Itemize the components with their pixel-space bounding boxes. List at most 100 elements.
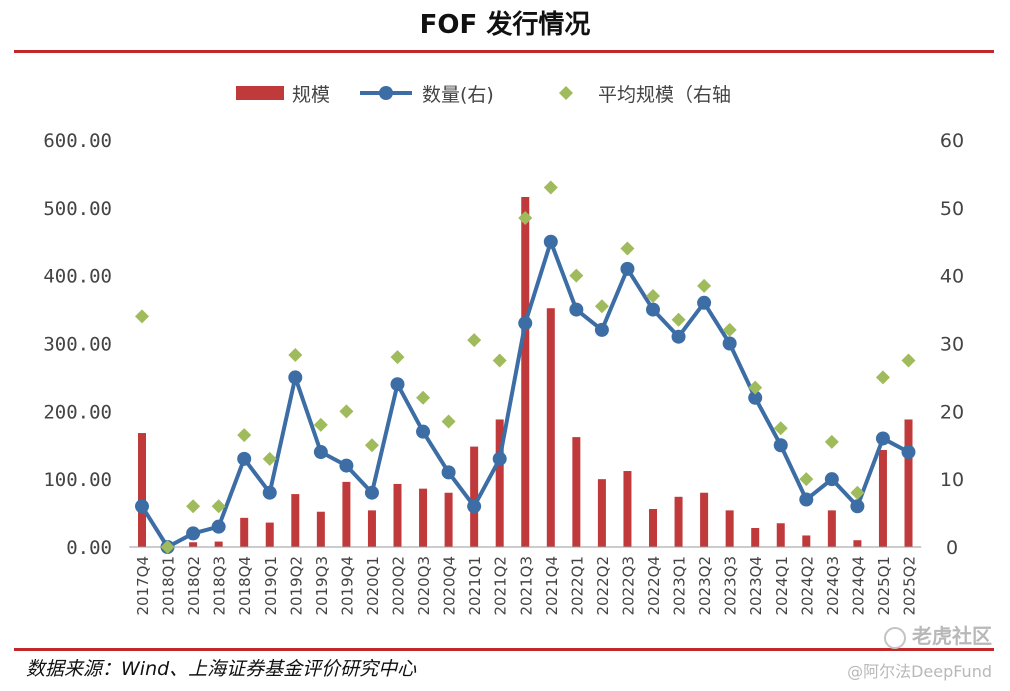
line-point-2023Q1 [671,329,686,344]
left-tick-label: 300.00 [43,334,112,356]
left-tick-label: 500.00 [43,198,112,220]
bar-2018Q2 [189,542,198,547]
right-tick-label: 10 [940,469,964,491]
line-point-2021Q1 [467,499,482,514]
x-tick-label: 2022Q3 [619,556,637,616]
top-divider [14,50,994,53]
right-tick-label: 30 [940,334,964,356]
line-point-2023Q2 [697,295,712,310]
diamond-point-2023Q1 [671,312,686,327]
line-point-2024Q2 [799,492,814,507]
x-tick-label: 2020Q3 [415,556,433,616]
diamond-point-2021Q3 [518,211,533,226]
watermark-brand: 老虎社区 [884,620,992,649]
x-tick-label: 2022Q4 [645,556,663,616]
left-axis-ticks: 0.00 100.00 200.00 300.00 400.00 500.00 600.00 [43,130,112,559]
line-point-2024Q3 [824,472,839,487]
fof-issuance-chart: 规模 数量(右) 平均规模（右轴 0.00 100.00 200.00 300.00 4… [43,84,964,616]
left-tick-label: 200.00 [43,401,112,423]
diamond-point-2023Q4 [748,380,763,395]
bar-2019Q1 [265,522,274,547]
line-point-2018Q3 [211,519,226,534]
right-tick-label: 40 [940,266,964,288]
x-tick-label: 2021Q3 [517,556,535,616]
right-tick-label: 20 [940,401,964,423]
diamond-point-2022Q4 [646,289,660,304]
x-tick-label: 2021Q2 [492,556,510,616]
diamond-point-2021Q2 [492,353,507,368]
line-point-2020Q2 [390,377,405,392]
diamond-point-2024Q3 [824,434,839,449]
x-tick-label: 2019Q1 [262,556,280,616]
diamond-point-2020Q1 [364,438,379,453]
bar-2022Q2 [597,479,606,547]
x-tick-label: 2023Q4 [747,556,765,616]
bar-2023Q3 [725,510,734,547]
diamond-point-2022Q2 [594,299,609,314]
line-point-2019Q2 [288,370,303,385]
bar-2024Q1 [776,523,785,547]
watermark-user: @阿尔法DeepFund [847,662,992,681]
x-tick-label: 2020Q1 [364,556,382,616]
diamond-point-2024Q2 [799,472,814,487]
diamond-point-2021Q4 [543,180,558,195]
bar-2020Q2 [393,483,402,547]
x-tick-label: 2018Q3 [211,556,229,616]
diamond-point-2021Q1 [467,333,482,348]
x-tick-label: 2018Q1 [160,556,178,616]
legend-swatch-line-marker [379,86,393,100]
x-tick-label: 2023Q3 [722,556,740,616]
x-tick-label: 2019Q3 [313,556,331,616]
diamond-point-2019Q3 [313,417,328,432]
line-point-2017Q4 [135,499,149,514]
left-tick-label: 600.00 [43,130,112,152]
x-tick-label: 2021Q1 [466,556,484,616]
line-point-2024Q4 [850,499,865,514]
x-tick-label: 2022Q1 [568,556,586,616]
bar-2021Q1 [470,446,479,547]
diamond-point-2020Q3 [416,390,431,405]
right-tick-label: 0 [946,537,958,559]
x-tick-label: 2023Q2 [696,556,714,616]
chart-title: FOF 发行情况 [419,10,591,40]
x-tick-label: 2018Q4 [236,556,254,616]
scatter-series [135,180,916,554]
right-tick-label: 50 [940,198,964,220]
bar-2020Q4 [444,492,453,547]
bar-2022Q1 [572,437,581,547]
legend-swatch-bar [236,86,284,100]
x-tick-label: 2025Q2 [901,556,919,616]
diamond-point-2024Q1 [773,421,788,436]
x-tick-label: 2025Q1 [875,556,893,616]
line-point-2019Q1 [262,485,277,500]
right-axis-ticks: 0 10 20 30 40 50 60 [940,130,964,559]
line-point-2022Q4 [646,302,660,317]
x-tick-label: 2024Q4 [849,556,867,616]
line-point-2018Q4 [237,451,252,466]
diamond-point-2022Q1 [569,268,584,283]
diamond-point-2019Q1 [262,451,277,466]
x-tick-label: 2019Q4 [338,556,356,616]
line-point-2021Q2 [492,451,507,466]
left-tick-label: 400.00 [43,266,112,288]
diamond-point-2018Q1 [160,540,175,554]
bar-2019Q4 [342,481,351,547]
bar-2023Q2 [700,492,709,547]
line-point-2023Q3 [722,336,737,351]
x-axis-ticks: 2017Q4 2018Q1 2018Q2 2018Q3 2018Q4 2019Q1 2019… [134,556,919,616]
diamond-point-2025Q1 [875,370,890,385]
x-tick-label: 2024Q3 [824,556,842,616]
diamond-point-2019Q2 [288,348,303,363]
x-tick-label: 2017Q4 [134,556,152,616]
right-tick-label: 60 [940,130,964,152]
bar-2018Q3 [214,541,223,547]
x-tick-label: 2020Q4 [441,556,459,616]
line-point-2024Q1 [773,438,788,453]
line-point-2018Q2 [186,526,201,541]
tiger-logo-icon [884,626,906,649]
bar-2023Q1 [674,496,683,547]
diamond-point-2020Q2 [390,350,405,365]
diamond-point-2020Q4 [441,414,456,429]
legend-swatch-diamond [559,86,573,100]
bar-2021Q3 [521,196,530,548]
